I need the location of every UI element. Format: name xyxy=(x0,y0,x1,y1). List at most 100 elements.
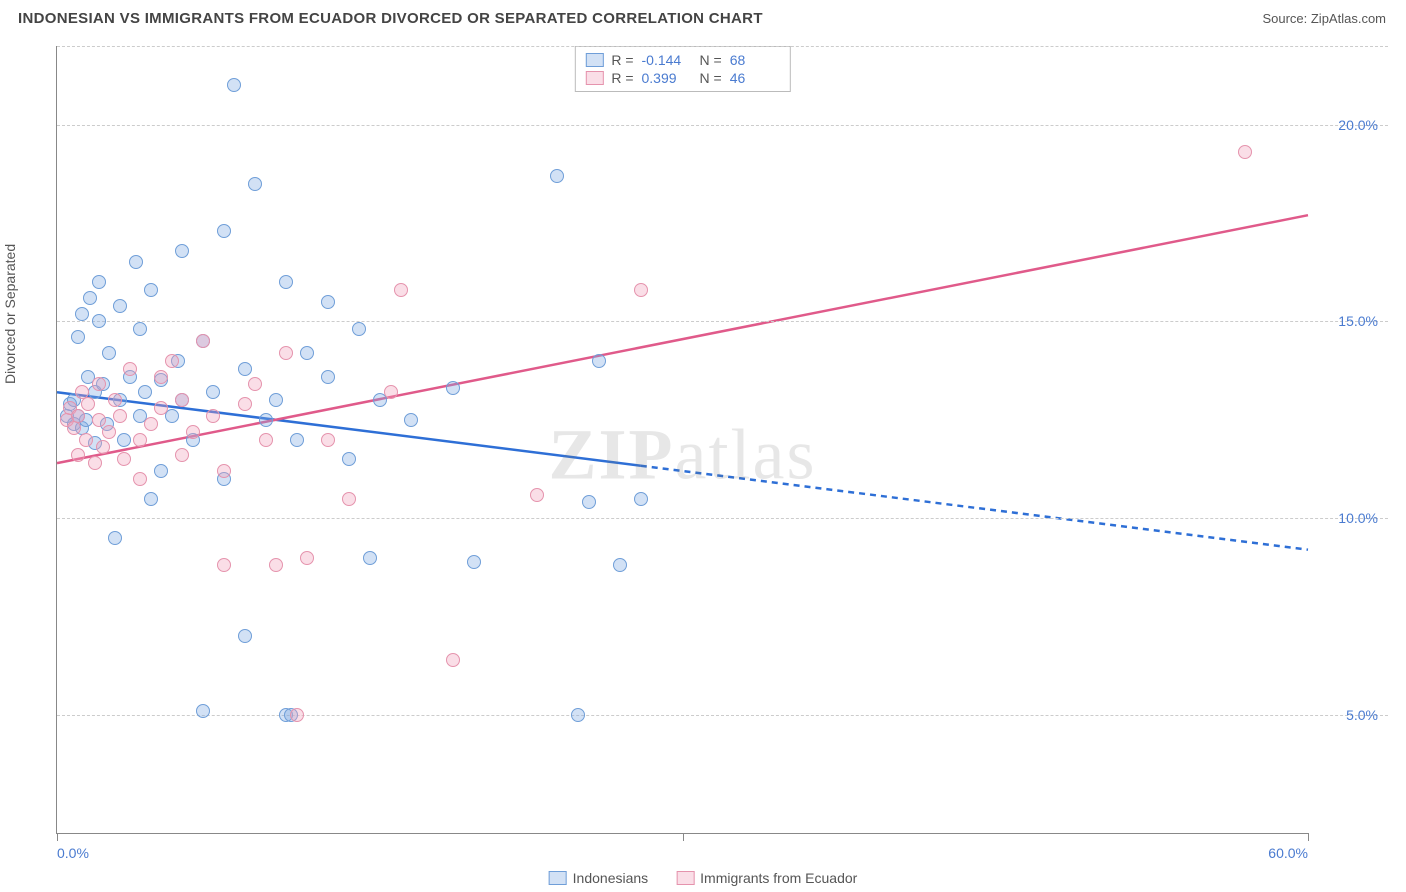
data-point xyxy=(248,177,262,191)
y-tick-label: 15.0% xyxy=(1338,313,1378,329)
data-point xyxy=(217,558,231,572)
data-point xyxy=(290,433,304,447)
chart-container: Divorced or Separated ZIPatlas R =-0.144… xyxy=(18,38,1388,854)
data-point xyxy=(138,385,152,399)
data-point xyxy=(175,393,189,407)
data-point xyxy=(259,433,273,447)
x-tick-label: 60.0% xyxy=(1268,845,1308,861)
data-point xyxy=(96,440,110,454)
legend-swatch xyxy=(676,871,694,885)
data-point xyxy=(1238,145,1252,159)
stat-n-value: 68 xyxy=(730,52,780,68)
data-point xyxy=(404,413,418,427)
gridline xyxy=(57,321,1388,322)
watermark-bold: ZIP xyxy=(549,415,675,495)
data-point xyxy=(446,653,460,667)
series-legend: IndonesiansImmigrants from Ecuador xyxy=(549,870,858,886)
data-point xyxy=(446,381,460,395)
legend-item: Immigrants from Ecuador xyxy=(676,870,857,886)
data-point xyxy=(133,472,147,486)
data-point xyxy=(269,393,283,407)
data-point xyxy=(71,330,85,344)
data-point xyxy=(175,448,189,462)
source-attribution: Source: ZipAtlas.com xyxy=(1262,11,1386,26)
data-point xyxy=(530,488,544,502)
data-point xyxy=(123,362,137,376)
data-point xyxy=(165,354,179,368)
data-point xyxy=(321,433,335,447)
data-point xyxy=(571,708,585,722)
y-tick-label: 20.0% xyxy=(1338,117,1378,133)
stat-r-label: R = xyxy=(611,52,633,68)
data-point xyxy=(117,433,131,447)
trend-line xyxy=(57,215,1308,463)
data-point xyxy=(71,448,85,462)
data-point xyxy=(321,370,335,384)
data-point xyxy=(129,255,143,269)
data-point xyxy=(186,425,200,439)
data-point xyxy=(117,452,131,466)
data-point xyxy=(75,307,89,321)
data-point xyxy=(102,425,116,439)
data-point xyxy=(550,169,564,183)
data-point xyxy=(634,283,648,297)
stat-r-value: 0.399 xyxy=(642,70,692,86)
gridline xyxy=(57,125,1388,126)
data-point xyxy=(144,417,158,431)
data-point xyxy=(352,322,366,336)
data-point xyxy=(92,377,106,391)
data-point xyxy=(279,346,293,360)
data-point xyxy=(83,291,97,305)
data-point xyxy=(154,370,168,384)
data-point xyxy=(467,555,481,569)
data-point xyxy=(206,385,220,399)
data-point xyxy=(592,354,606,368)
data-point xyxy=(196,334,210,348)
data-point xyxy=(238,629,252,643)
legend-swatch xyxy=(585,71,603,85)
x-tick xyxy=(1308,833,1309,841)
data-point xyxy=(342,492,356,506)
stat-r-label: R = xyxy=(611,70,633,86)
data-point xyxy=(196,704,210,718)
data-point xyxy=(206,409,220,423)
data-point xyxy=(238,397,252,411)
data-point xyxy=(300,346,314,360)
data-point xyxy=(108,531,122,545)
chart-title: INDONESIAN VS IMMIGRANTS FROM ECUADOR DI… xyxy=(18,10,763,27)
data-point xyxy=(238,362,252,376)
gridline xyxy=(57,518,1388,519)
data-point xyxy=(133,433,147,447)
data-point xyxy=(175,244,189,258)
data-point xyxy=(363,551,377,565)
stats-legend-row: R =-0.144N =68 xyxy=(585,51,779,69)
stat-n-value: 46 xyxy=(730,70,780,86)
x-tick-label: 0.0% xyxy=(57,845,89,861)
stats-legend-row: R =0.399N =46 xyxy=(585,69,779,87)
data-point xyxy=(248,377,262,391)
data-point xyxy=(279,275,293,289)
plot-area: ZIPatlas R =-0.144N =68R =0.399N =46 5.0… xyxy=(56,46,1308,834)
gridline xyxy=(57,715,1388,716)
gridline xyxy=(57,46,1388,47)
data-point xyxy=(81,397,95,411)
data-point xyxy=(582,495,596,509)
y-tick-label: 10.0% xyxy=(1338,510,1378,526)
data-point xyxy=(227,78,241,92)
data-point xyxy=(92,275,106,289)
data-point xyxy=(108,393,122,407)
data-point xyxy=(144,283,158,297)
legend-swatch xyxy=(585,53,603,67)
data-point xyxy=(88,456,102,470)
data-point xyxy=(321,295,335,309)
data-point xyxy=(102,346,116,360)
data-point xyxy=(342,452,356,466)
legend-label: Immigrants from Ecuador xyxy=(700,870,857,886)
data-point xyxy=(79,433,93,447)
stat-r-value: -0.144 xyxy=(642,52,692,68)
watermark-light: atlas xyxy=(675,415,817,495)
data-point xyxy=(269,558,283,572)
y-tick-label: 5.0% xyxy=(1346,707,1378,723)
data-point xyxy=(384,385,398,399)
data-point xyxy=(613,558,627,572)
